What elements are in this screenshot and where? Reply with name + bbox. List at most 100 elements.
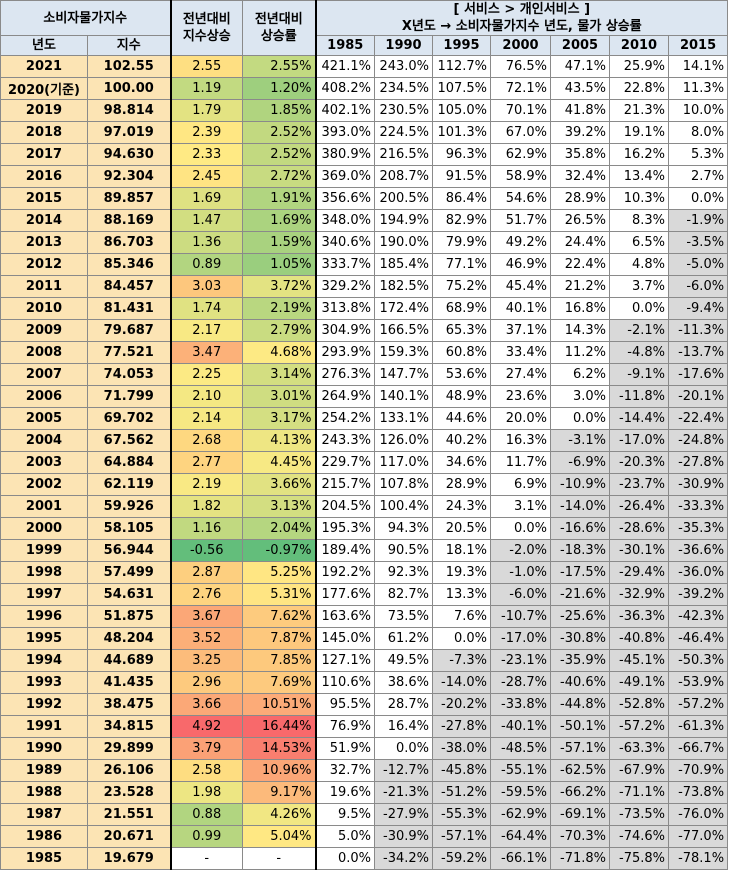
index-cell: 59.926: [88, 496, 171, 518]
base-year-1995-header: 1995: [433, 36, 491, 56]
table-row: 2014 88.169 1.47 1.69% 348.0% 194.9% 82.9% 51.7…: [1, 210, 728, 232]
rate-cell-1995: 34.6%: [433, 452, 491, 474]
year-cell: 2010: [1, 298, 88, 320]
yoy-index-cell: 2.96: [171, 672, 243, 694]
index-cell: 85.346: [88, 254, 171, 276]
rate-cell-1995: -14.0%: [433, 672, 491, 694]
rate-cell-2010: -67.9%: [610, 760, 669, 782]
rate-cell-2015: -39.2%: [669, 584, 728, 606]
rate-cell-1985: 110.6%: [316, 672, 375, 694]
rate-cell-2010: -49.1%: [610, 672, 669, 694]
rate-cell-2010: -36.3%: [610, 606, 669, 628]
index-cell: 54.631: [88, 584, 171, 606]
rate-cell-2015: 11.3%: [669, 78, 728, 100]
year-cell: 1989: [1, 760, 88, 782]
rate-cell-2010: 10.3%: [610, 188, 669, 210]
year-cell: 2000: [1, 518, 88, 540]
rate-cell-2000: 0.0%: [491, 518, 551, 540]
rate-cell-1990: 16.4%: [375, 716, 433, 738]
rate-cell-2005: -16.6%: [551, 518, 610, 540]
rate-cell-1995: 86.4%: [433, 188, 491, 210]
yoy-rate-cell: 10.51%: [243, 694, 316, 716]
yoy-index-cell: 3.79: [171, 738, 243, 760]
rate-cell-2000: 23.6%: [491, 386, 551, 408]
rate-cell-2010: -57.2%: [610, 716, 669, 738]
rate-cell-2005: 28.9%: [551, 188, 610, 210]
rate-cell-1985: 189.4%: [316, 540, 375, 562]
rate-cell-2015: -73.8%: [669, 782, 728, 804]
year-cell: 1988: [1, 782, 88, 804]
rate-cell-1985: 127.1%: [316, 650, 375, 672]
rate-cell-1985: 380.9%: [316, 144, 375, 166]
rate-cell-2015: -13.7%: [669, 342, 728, 364]
table-row: 1992 38.475 3.66 10.51% 95.5% 28.7% -20.2% -33.…: [1, 694, 728, 716]
table-row: 1989 26.106 2.58 10.96% 32.7% -12.7% -45.8% -55…: [1, 760, 728, 782]
rate-cell-2010: -23.7%: [610, 474, 669, 496]
yoy-index-cell: 3.25: [171, 650, 243, 672]
yoy-index-cell: 2.58: [171, 760, 243, 782]
rate-cell-2015: 10.0%: [669, 100, 728, 122]
rate-cell-2005: 24.4%: [551, 232, 610, 254]
rate-cell-2015: -42.3%: [669, 606, 728, 628]
rate-cell-1990: 243.0%: [375, 56, 433, 78]
rate-cell-2000: 51.7%: [491, 210, 551, 232]
rate-cell-1995: 0.0%: [433, 628, 491, 650]
rate-cell-1990: 147.7%: [375, 364, 433, 386]
rate-cell-2015: -57.2%: [669, 694, 728, 716]
yoy-rate-cell: 2.04%: [243, 518, 316, 540]
rate-cell-1995: 105.0%: [433, 100, 491, 122]
rate-cell-1990: 107.8%: [375, 474, 433, 496]
table-row: 2013 86.703 1.36 1.59% 340.6% 190.0% 79.9% 49.2…: [1, 232, 728, 254]
rate-cell-2005: 3.0%: [551, 386, 610, 408]
yoy-rate-header-line2: 상승률: [246, 28, 312, 45]
rate-cell-2000: -62.9%: [491, 804, 551, 826]
rate-cell-2010: 0.0%: [610, 298, 669, 320]
rate-cell-2010: -17.0%: [610, 430, 669, 452]
table-row: 2001 59.926 1.82 3.13% 204.5% 100.4% 24.3% 3.1%…: [1, 496, 728, 518]
rate-cell-2010: -32.9%: [610, 584, 669, 606]
rate-cell-2015: -46.4%: [669, 628, 728, 650]
yoy-index-header-line1: 전년대비: [175, 11, 240, 28]
rate-cell-2005: -3.1%: [551, 430, 610, 452]
rate-cell-2010: 8.3%: [610, 210, 669, 232]
rate-cell-2010: 3.7%: [610, 276, 669, 298]
yoy-rate-cell: 16.44%: [243, 716, 316, 738]
year-cell: 2004: [1, 430, 88, 452]
rate-cell-1990: 224.5%: [375, 122, 433, 144]
yoy-index-cell: 1.82: [171, 496, 243, 518]
rate-cell-2010: -9.1%: [610, 364, 669, 386]
rate-cell-1990: 190.0%: [375, 232, 433, 254]
year-cell: 2011: [1, 276, 88, 298]
rate-cell-2000: 62.9%: [491, 144, 551, 166]
rate-cell-1990: 182.5%: [375, 276, 433, 298]
yoy-rate-cell: 5.31%: [243, 584, 316, 606]
table-row: 1986 20.671 0.99 5.04% 5.0% -30.9% -57.1% -64.4…: [1, 826, 728, 848]
rate-cell-2015: -27.8%: [669, 452, 728, 474]
rate-cell-2010: -20.3%: [610, 452, 669, 474]
table-row: 2010 81.431 1.74 2.19% 313.8% 172.4% 68.9% 40.1…: [1, 298, 728, 320]
table-row: 1996 51.875 3.67 7.62% 163.6% 73.5% 7.6% -10.7%…: [1, 606, 728, 628]
rate-cell-1985: 340.6%: [316, 232, 375, 254]
rate-cell-1985: 421.1%: [316, 56, 375, 78]
rate-cell-2000: 72.1%: [491, 78, 551, 100]
rate-cell-2005: -69.1%: [551, 804, 610, 826]
rate-cell-2000: 58.9%: [491, 166, 551, 188]
rate-cell-2015: -36.0%: [669, 562, 728, 584]
base-year-1985-header: 1985: [316, 36, 375, 56]
rate-cell-1990: 100.4%: [375, 496, 433, 518]
year-cell: 1994: [1, 650, 88, 672]
yoy-rate-cell: -0.97%: [243, 540, 316, 562]
rate-cell-1985: 254.2%: [316, 408, 375, 430]
index-cell: 34.815: [88, 716, 171, 738]
rate-cell-1995: 13.3%: [433, 584, 491, 606]
yoy-index-cell: 1.47: [171, 210, 243, 232]
rate-cell-2015: -17.6%: [669, 364, 728, 386]
rate-cell-2015: -9.4%: [669, 298, 728, 320]
rate-cell-1995: 68.9%: [433, 298, 491, 320]
rate-cell-2010: -2.1%: [610, 320, 669, 342]
rate-cell-2005: 47.1%: [551, 56, 610, 78]
rate-cell-2000: 33.4%: [491, 342, 551, 364]
index-cell: 67.562: [88, 430, 171, 452]
year-cell: 2006: [1, 386, 88, 408]
rate-cell-1995: -7.3%: [433, 650, 491, 672]
